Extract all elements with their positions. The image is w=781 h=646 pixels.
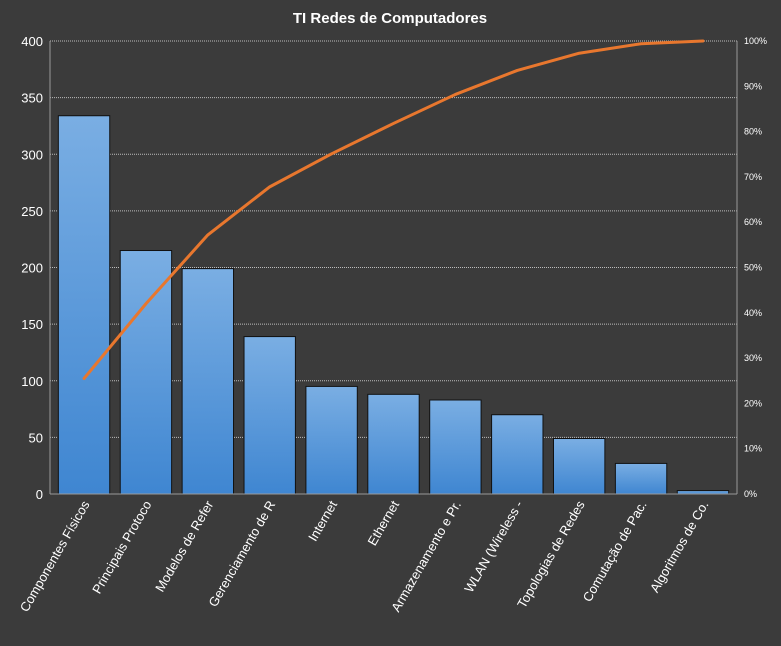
bar [120, 251, 171, 494]
x-tick-label: Armazenamento e Pr. [388, 498, 464, 614]
bar [306, 386, 357, 494]
y2-tick-label: 10% [744, 444, 762, 454]
x-tick-label: Internet [305, 498, 340, 544]
y2-tick-label: 100% [744, 36, 767, 46]
y-tick-label: 350 [21, 91, 43, 106]
x-tick-label: WLAN (Wireless - [461, 498, 526, 595]
x-tick-label: Comutação de Pac. [580, 498, 650, 604]
y-tick-label: 50 [29, 430, 43, 445]
y-tick-label: 250 [21, 204, 43, 219]
y2-tick-label: 40% [744, 308, 762, 318]
y2-tick-label: 80% [744, 127, 762, 137]
y2-tick-label: 50% [744, 263, 762, 273]
y2-tick-label: 20% [744, 398, 762, 408]
bar [553, 439, 604, 494]
bar [182, 269, 233, 494]
bar [58, 116, 109, 494]
cumulative-polyline [84, 41, 703, 378]
x-tick-label: Modelos de Refer [152, 497, 217, 594]
y2-tick-label: 70% [744, 172, 762, 182]
y-tick-label: 200 [21, 261, 43, 276]
bar [244, 337, 295, 494]
bar [677, 491, 728, 494]
y2-tick-label: 90% [744, 81, 762, 91]
x-tick-label: Principais Protoco [89, 498, 154, 596]
bar [492, 415, 543, 494]
chart-title: TI Redes de Computadores [293, 10, 487, 27]
bar [430, 400, 481, 494]
y-tick-label: 0 [36, 487, 43, 502]
cumulative-line [84, 41, 703, 379]
x-tick-label: Topologias de Redes [514, 498, 588, 611]
y-tick-label: 400 [21, 34, 43, 49]
y-tick-label: 150 [21, 317, 43, 332]
x-tick-label: Gerenciamento de R [205, 498, 278, 609]
bar [615, 463, 666, 494]
x-tick-label: Algoritmos de Co. [647, 498, 712, 595]
x-tick-label: Componentes Físicos [17, 498, 93, 615]
y-tick-label: 100 [21, 374, 43, 389]
y2-tick-label: 30% [744, 353, 762, 363]
y-tick-label: 300 [21, 147, 43, 162]
y2-tick-label: 0% [744, 489, 757, 499]
bar [368, 394, 419, 494]
x-tick-label: Ethernet [365, 498, 403, 548]
y2-tick-label: 60% [744, 217, 762, 227]
